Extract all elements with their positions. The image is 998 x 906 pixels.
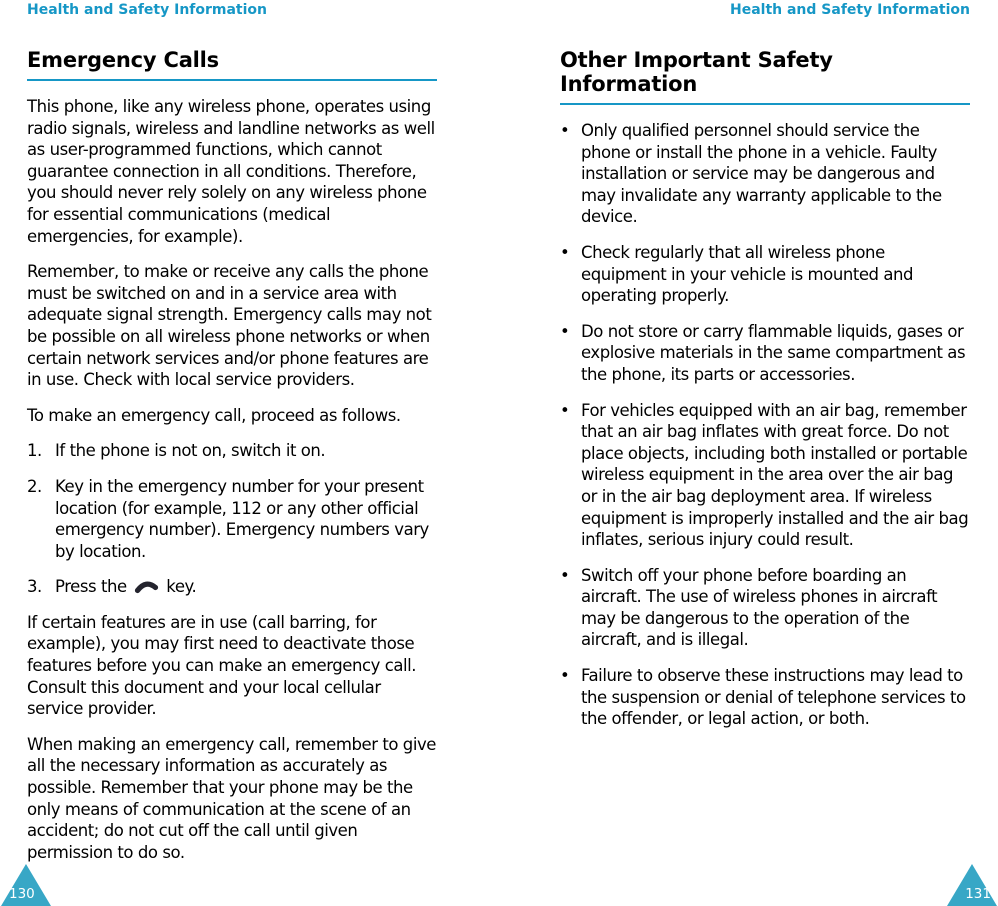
section-title-emergency-calls: Emergency Calls <box>27 48 437 81</box>
bullet-item: • Do not store or carry flammable liquid… <box>560 321 970 386</box>
step-text: Press the key. <box>55 576 437 598</box>
running-header-right: Health and Safety Information <box>729 2 970 18</box>
bullet-text: Check regularly that all wireless phone … <box>581 242 914 306</box>
manual-page-left: Health and Safety Information Emergency … <box>27 0 437 906</box>
paragraph: To make an emergency call, proceed as fo… <box>27 405 401 425</box>
step-number: 1. <box>27 441 42 461</box>
bullet-marker: • <box>560 242 570 262</box>
paragraph: If certain features are in use (call bar… <box>27 612 417 719</box>
running-header-left: Health and Safety Information <box>27 2 268 18</box>
manual-page-right: Health and Safety Information Other Impo… <box>560 0 970 906</box>
step-text-after: key. <box>166 577 197 597</box>
bullet-text: Failure to observe these instructions ma… <box>581 666 966 729</box>
bullet-item: • Check regularly that all wireless phon… <box>560 242 970 307</box>
bullet-marker: • <box>560 121 570 140</box>
bullet-text: Switch off your phone before boarding an… <box>581 565 938 650</box>
bullet-text: For vehicles equipped with an air bag, r… <box>581 400 969 550</box>
bullet-item: • Switch off your phone before boarding … <box>560 565 970 651</box>
bullet-item: • Failure to observe these instructions … <box>560 665 970 730</box>
phone-send-key-icon <box>134 581 158 594</box>
step-number: 3. <box>27 577 42 597</box>
paragraph: When making an emergency call, remember … <box>27 734 436 862</box>
bullet-marker: • <box>560 321 570 341</box>
bullet-marker: • <box>560 400 570 420</box>
paragraph: This phone, like any wireless phone, ope… <box>27 97 435 246</box>
step-number: 2. <box>27 476 42 496</box>
bullet-marker: • <box>560 565 570 585</box>
step-item: 2. Key in the emergency number for your … <box>27 476 437 562</box>
page-number-right: 131 <box>965 886 991 902</box>
step-text-before: Press the <box>55 577 127 597</box>
bullet-text: Only qualified personnel should service … <box>581 121 942 227</box>
section-title-other-safety-info: Other Important Safety Information <box>560 48 970 105</box>
step-item: 3. Press the key. <box>27 576 437 598</box>
bullet-text: Do not store or carry flammable liquids,… <box>581 321 966 384</box>
step-text: If the phone is not on, switch it on. <box>55 441 326 461</box>
bullet-marker: • <box>560 666 570 686</box>
step-text: Key in the emergency number for your pre… <box>55 476 429 561</box>
step-item: 1. If the phone is not on, switch it on. <box>27 440 437 462</box>
bullet-item: • For vehicles equipped with an air bag,… <box>560 400 970 551</box>
bullet-item: • Only qualified personnel should servic… <box>560 120 970 228</box>
page-number-left: 130 <box>9 886 35 902</box>
paragraph: Remember, to make or receive any calls t… <box>27 262 432 390</box>
